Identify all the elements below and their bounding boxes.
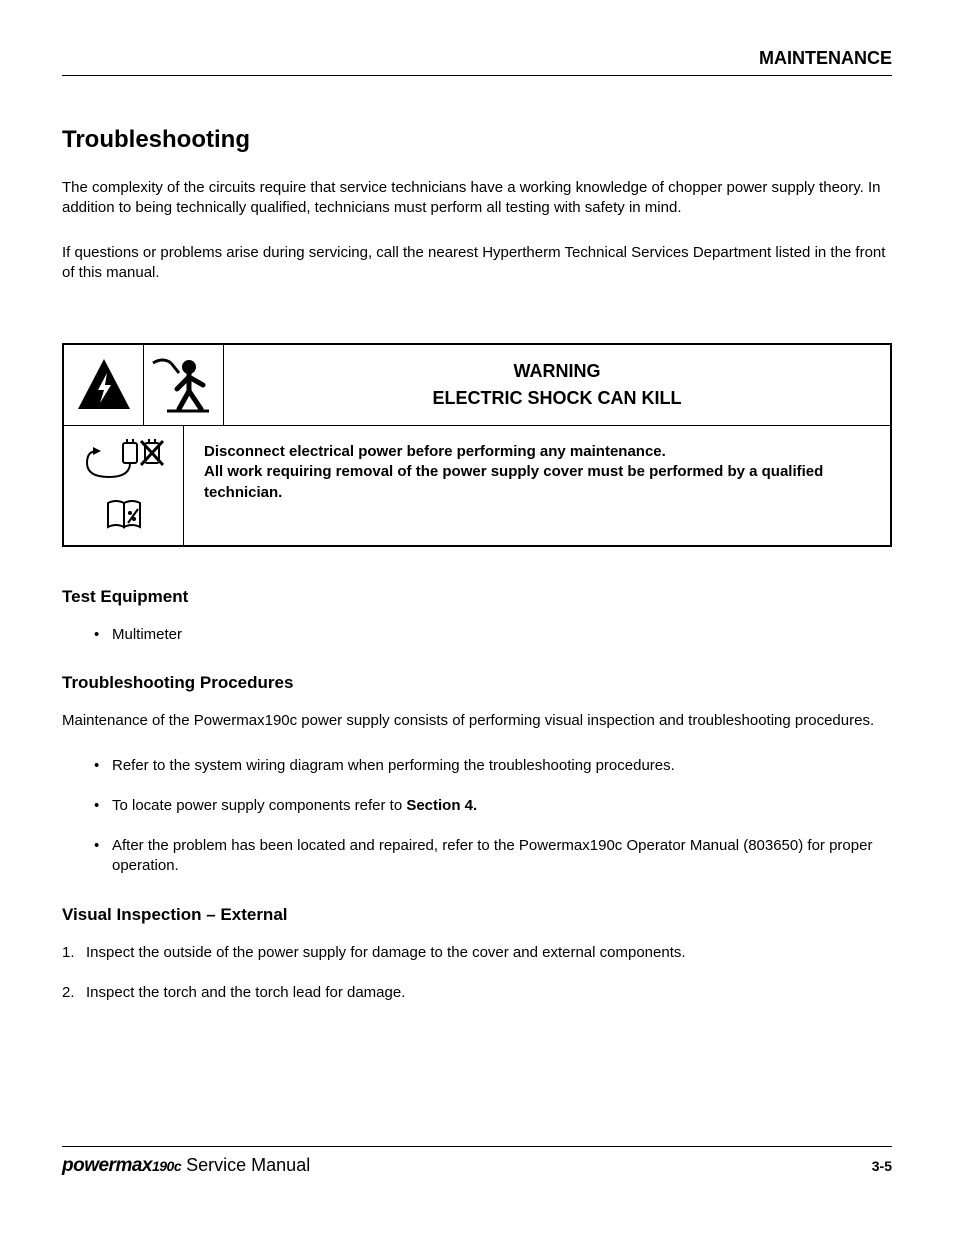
read-manual-icon	[104, 495, 144, 535]
warning-body-line2: All work requiring removal of the power …	[204, 462, 870, 503]
list-item: Inspect the torch and the torch lead for…	[62, 983, 892, 1003]
high-voltage-triangle-icon	[64, 345, 144, 425]
procedures-list: Refer to the system wiring diagram when …	[62, 756, 892, 877]
test-equipment-heading: Test Equipment	[62, 587, 892, 607]
list-item-text: To locate power supply components refer …	[112, 797, 406, 814]
warning-title-line1: WARNING	[514, 358, 601, 385]
warning-bottom-icons	[64, 426, 184, 545]
warning-top-row: WARNING ELECTRIC SHOCK CAN KILL	[64, 345, 890, 425]
warning-body-line1: Disconnect electrical power before perfo…	[204, 442, 870, 462]
section-reference: Section 4.	[406, 797, 477, 814]
list-item: Inspect the outside of the power supply …	[62, 943, 892, 963]
visual-inspection-heading: Visual Inspection – External	[62, 905, 892, 925]
disconnect-plug-icon	[79, 437, 169, 487]
list-item: Multimeter	[112, 625, 892, 645]
test-equipment-list: Multimeter	[62, 625, 892, 645]
footer-model: 190c	[152, 1158, 181, 1174]
procedures-heading: Troubleshooting Procedures	[62, 673, 892, 693]
list-item: To locate power supply components refer …	[112, 796, 892, 816]
list-item: Refer to the system wiring diagram when …	[112, 756, 892, 776]
warning-box: WARNING ELECTRIC SHOCK CAN KILL	[62, 343, 892, 547]
visual-inspection-steps: Inspect the outside of the power supply …	[62, 943, 892, 1004]
page-title: Troubleshooting	[62, 126, 892, 154]
footer-doc-type: Service Manual	[181, 1155, 310, 1175]
warning-body: Disconnect electrical power before perfo…	[184, 426, 890, 545]
manual-page: MAINTENANCE Troubleshooting The complexi…	[0, 0, 954, 1235]
list-item: After the problem has been located and r…	[112, 836, 892, 877]
procedures-intro: Maintenance of the Powermax190c power su…	[62, 711, 892, 731]
warning-title: WARNING ELECTRIC SHOCK CAN KILL	[224, 345, 890, 425]
footer-title: powermax190c Service Manual	[62, 1155, 310, 1177]
warning-title-line2: ELECTRIC SHOCK CAN KILL	[433, 385, 682, 412]
electrocution-warning-icon	[144, 345, 224, 425]
page-footer: powermax190c Service Manual 3-5	[62, 1146, 892, 1177]
page-number: 3-5	[872, 1158, 892, 1174]
intro-paragraph-1: The complexity of the circuits require t…	[62, 178, 892, 219]
header-section-label: MAINTENANCE	[62, 48, 892, 76]
warning-bottom-row: Disconnect electrical power before perfo…	[64, 425, 890, 545]
footer-brand: powermax	[62, 1155, 152, 1176]
intro-paragraph-2: If questions or problems arise during se…	[62, 243, 892, 284]
